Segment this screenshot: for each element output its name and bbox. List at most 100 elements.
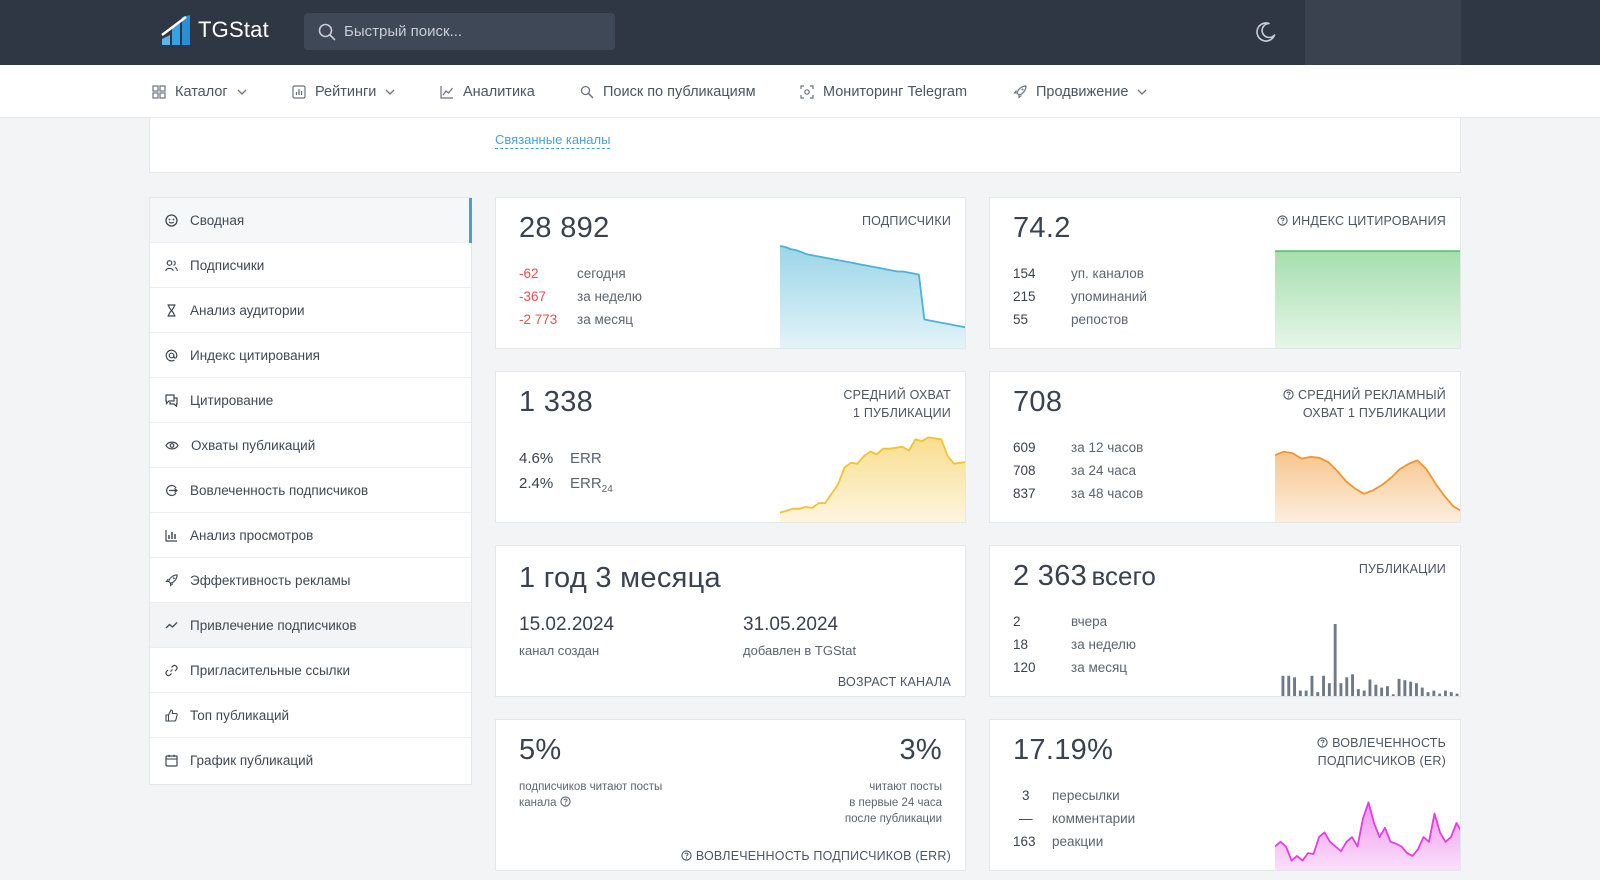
engagement-icon [166, 484, 178, 496]
sidebar-item-citation[interactable]: Цитирование [150, 378, 471, 423]
nav-monitoring[interactable]: Мониторинг Telegram [800, 65, 967, 118]
nav-label: Рейтинги [315, 83, 377, 100]
sidebar-item-engagement[interactable]: Вовлеченность подписчиков [150, 468, 471, 513]
err24-label: ERR [570, 475, 602, 492]
stat-label: за 48 часов [1071, 486, 1144, 501]
user-menu[interactable] [1305, 0, 1461, 65]
err24-stat: 2.4% ERR24 [519, 475, 613, 495]
sidebar-item-label: Охваты публикаций [191, 437, 316, 453]
hourglass-icon [167, 303, 176, 317]
sidebar-item-audience[interactable]: Анализ аудитории [150, 288, 471, 333]
sidebar-item-views[interactable]: Анализ просмотров [150, 513, 471, 558]
sidebar-item-acquisition[interactable]: Привлечение подписчиков [150, 603, 471, 648]
stat-value: — [1019, 811, 1033, 826]
chart-bar [1426, 692, 1430, 696]
search-input[interactable] [344, 23, 604, 40]
err-card[interactable]: 5% подписчиков читают посты канала 3% чи… [495, 719, 966, 871]
sidebar-item-reach[interactable]: Охваты публикаций [150, 423, 471, 468]
stat-label: вчера [1071, 614, 1108, 629]
help-icon[interactable] [1317, 737, 1329, 748]
stat-value: 120 [1013, 660, 1036, 675]
ad-reach-value: 708 [1013, 386, 1063, 418]
sidebar-item-label: Вовлеченность подписчиков [190, 482, 369, 498]
card-label: ВОЗРАСТ КАНАЛА [837, 675, 951, 689]
stat-value: -62 [519, 266, 539, 281]
calendar-icon [165, 754, 178, 767]
nav-ratings[interactable]: Рейтинги [292, 65, 395, 118]
stat-value: -2 773 [519, 312, 558, 327]
help-icon[interactable] [1277, 215, 1288, 226]
stat-label: реакции [1052, 834, 1104, 849]
chart-bar [1362, 690, 1366, 696]
search-box[interactable] [304, 13, 615, 50]
chart-bar [1432, 690, 1436, 696]
rocket-icon [165, 573, 178, 587]
subscribers-card[interactable]: 28 892 ПОДПИСЧИКИ -62 сегодня -367 за неде… [495, 197, 966, 349]
stat-value: 3 [1022, 788, 1030, 803]
sidebar-item-citation-index[interactable]: Индекс цитирования [150, 333, 471, 378]
chart-bar [1345, 677, 1349, 696]
subscribers-sparkline [780, 245, 965, 348]
added-label: добавлен в TGStat [743, 643, 857, 658]
chart-bar [1293, 677, 1296, 696]
stat-label: репостов [1071, 312, 1129, 327]
card-label: ВОВЛЕЧЕННОСТЬ ПОДПИСЧИКОВ (ERR) [681, 847, 951, 865]
trend-icon [165, 621, 178, 628]
err-left-desc: подписчиков читают посты канала [519, 779, 662, 811]
sidebar-item-label: Сводная [190, 212, 245, 228]
nav-analytics[interactable]: Аналитика [440, 65, 535, 118]
linked-channels-link[interactable]: Связанные каналы [495, 132, 611, 149]
err24-subscript: 24 [601, 484, 613, 495]
citation-index-card[interactable]: 74.2 ИНДЕКС ЦИТИРОВАНИЯ 154 уп. каналов 2… [989, 197, 1461, 349]
card-label-line: 1 ПУБЛИКАЦИИ [853, 406, 951, 420]
subscribers-count: 28 892 [519, 212, 610, 244]
posts-card[interactable]: 2 363 всего ПУБЛИКАЦИИ 2 вчера 18 за недел… [989, 545, 1461, 697]
nav-promotion[interactable]: Продвижение [1013, 65, 1147, 118]
chart-bar [1351, 674, 1354, 696]
stat-label: сегодня [577, 266, 626, 281]
chart-bar [1380, 687, 1384, 696]
er-card[interactable]: 17.19% ВОВЛЕЧЕННОСТЬ ПОДПИСЧИКОВ (ER) 3 п… [989, 719, 1461, 871]
err-stat: 4.6% ERR [519, 450, 602, 467]
chart-line [1275, 450, 1460, 512]
sidebar-item-ad-efficiency[interactable]: Эффективность рекламы [150, 558, 471, 603]
ad-reach-card[interactable]: 708 СРЕДНИЙ РЕКЛАМНЫЙ ОХВАТ 1 ПУБЛИКАЦИИ… [989, 371, 1461, 523]
average-reach-card[interactable]: 1 338 СРЕДНИЙ ОХВАТ 1 ПУБЛИКАЦИИ 4.6% ERR… [495, 371, 966, 523]
sidebar-item-top-posts[interactable]: Топ публикаций [150, 693, 471, 738]
logo[interactable]: TGStat [160, 15, 269, 45]
chart-bar [1327, 683, 1331, 696]
help-icon[interactable] [560, 796, 571, 807]
grid-icon [152, 84, 166, 99]
bar-chart-icon [165, 529, 177, 542]
help-icon[interactable] [1283, 389, 1294, 400]
chart-bar [1298, 690, 1302, 696]
stat-row: -62 сегодня [519, 266, 626, 282]
nav-label: Мониторинг Telegram [823, 83, 968, 100]
chart-bar [1438, 693, 1442, 696]
stat-row: 708 за 24 часа [1013, 463, 1136, 479]
chart-line [780, 245, 965, 329]
stat-row: 2 вчера [1013, 614, 1107, 630]
sidebar-item-invite-links[interactable]: Пригласительные ссылки [150, 648, 471, 693]
posts-total: 2 363 всего [1013, 560, 1156, 593]
stat-label: за 12 часов [1071, 440, 1144, 455]
sidebar-item-label: Эффективность рекламы [190, 572, 351, 588]
nav-catalog[interactable]: Каталог [152, 65, 247, 118]
nav-label: Каталог [175, 83, 228, 100]
stat-value: 2 [1013, 614, 1021, 629]
chart-bar [1333, 624, 1337, 696]
chart-bar [1304, 690, 1308, 696]
help-icon[interactable] [681, 850, 692, 861]
moon-icon[interactable] [1254, 20, 1278, 44]
desc-line: после публикации [844, 813, 942, 825]
sidebar-item-subscribers[interactable]: Подписчики [150, 243, 471, 288]
chart-bar [1409, 681, 1413, 696]
nav-post-search[interactable]: Поиск по публикациям [580, 65, 756, 118]
stat-row: 3 пересылки [1013, 788, 1120, 804]
chart-bar [1397, 678, 1401, 696]
desc-line: читают посты [869, 781, 942, 793]
sidebar-item-summary[interactable]: Сводная [150, 198, 472, 243]
sidebar-item-label: Анализ просмотров [190, 527, 314, 543]
card-label-text: ВОВЛЕЧЕННОСТЬ ПОДПИСЧИКОВ (ERR) [695, 849, 951, 863]
sidebar-item-post-schedule[interactable]: График публикаций [150, 738, 471, 783]
